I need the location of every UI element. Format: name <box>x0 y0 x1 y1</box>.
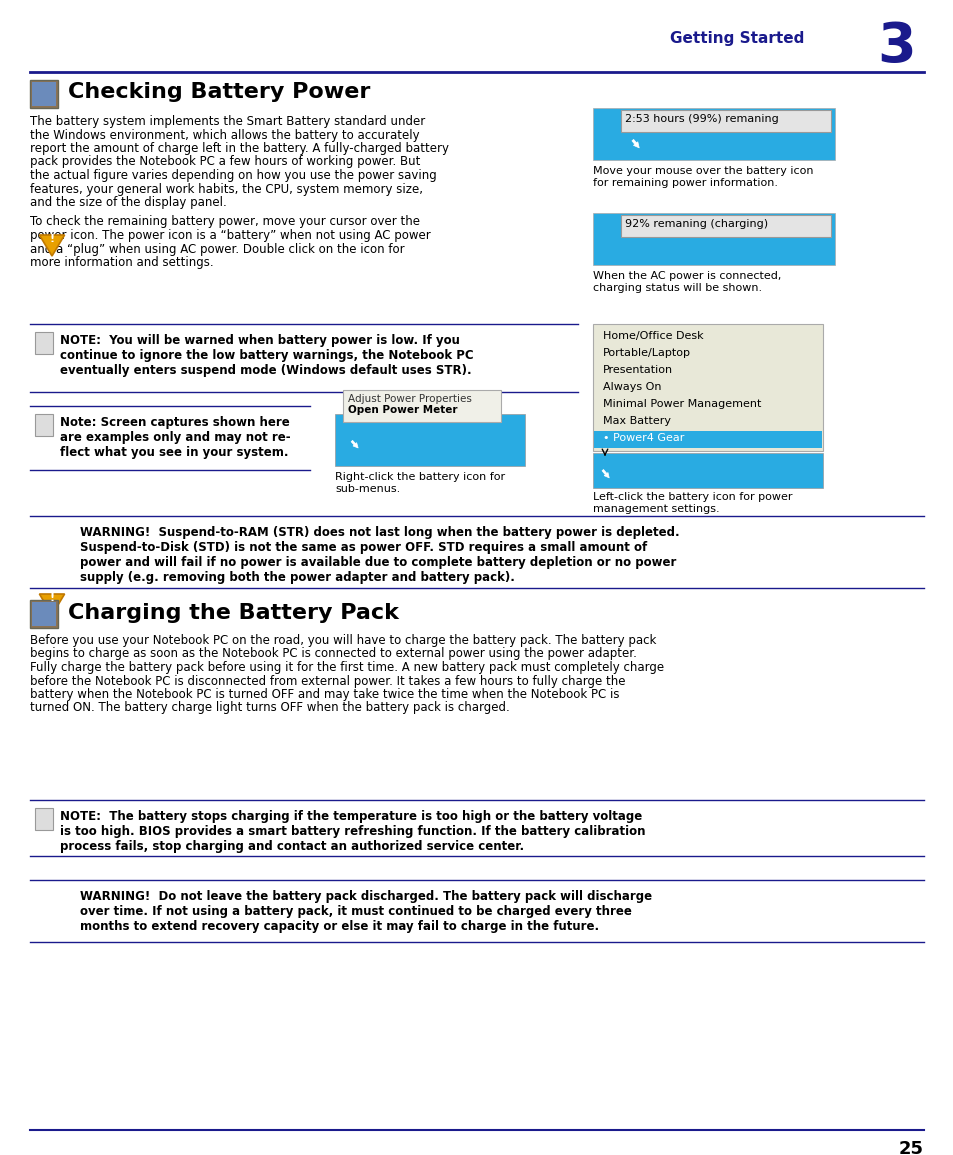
Polygon shape <box>39 594 65 614</box>
Text: • Power4 Gear: • Power4 Gear <box>602 433 683 444</box>
Text: for remaining power information.: for remaining power information. <box>593 178 778 188</box>
Bar <box>593 213 834 264</box>
Text: Open Power Meter: Open Power Meter <box>348 405 457 415</box>
Bar <box>35 808 53 830</box>
Text: begins to charge as soon as the Notebook PC is connected to external power using: begins to charge as soon as the Notebook… <box>30 648 637 661</box>
Text: features, your general work habits, the CPU, system memory size,: features, your general work habits, the … <box>30 182 422 195</box>
Text: Presentation: Presentation <box>602 365 673 375</box>
Text: NOTE:  You will be warned when battery power is low. If you: NOTE: You will be warned when battery po… <box>60 334 459 346</box>
Text: NOTE:  The battery stops charging if the temperature is too high or the battery : NOTE: The battery stops charging if the … <box>60 810 641 824</box>
Text: 92% remaning (charging): 92% remaning (charging) <box>624 219 767 229</box>
Text: Before you use your Notebook PC on the road, you will have to charge the battery: Before you use your Notebook PC on the r… <box>30 634 656 647</box>
Text: charging status will be shown.: charging status will be shown. <box>593 283 761 293</box>
Text: power and will fail if no power is available due to complete battery depletion o: power and will fail if no power is avail… <box>80 556 676 569</box>
Text: !: ! <box>50 594 54 603</box>
Bar <box>593 453 822 489</box>
Text: Minimal Power Management: Minimal Power Management <box>602 398 760 409</box>
Text: the actual figure varies depending on how you use the power saving: the actual figure varies depending on ho… <box>30 169 436 182</box>
Text: and a “plug” when using AC power. Double click on the icon for: and a “plug” when using AC power. Double… <box>30 243 404 255</box>
Text: battery when the Notebook PC is turned OFF and may take twice the time when the : battery when the Notebook PC is turned O… <box>30 688 618 701</box>
Text: supply (e.g. removing both the power adapter and battery pack).: supply (e.g. removing both the power ada… <box>80 571 515 584</box>
Text: turned ON. The battery charge light turns OFF when the battery pack is charged.: turned ON. The battery charge light turn… <box>30 701 509 715</box>
Bar <box>620 110 830 132</box>
Text: before the Notebook PC is disconnected from external power. It takes a few hours: before the Notebook PC is disconnected f… <box>30 675 625 687</box>
Text: management settings.: management settings. <box>593 504 719 514</box>
Text: months to extend recovery capacity or else it may fail to charge in the future.: months to extend recovery capacity or el… <box>80 921 598 933</box>
Text: pack provides the Notebook PC a few hours of working power. But: pack provides the Notebook PC a few hour… <box>30 156 420 169</box>
Text: the Windows environment, which allows the battery to accurately: the Windows environment, which allows th… <box>30 128 419 142</box>
Text: Suspend-to-Disk (STD) is not the same as power OFF. STD requires a small amount : Suspend-to-Disk (STD) is not the same as… <box>80 541 646 554</box>
Text: The battery system implements the Smart Battery standard under: The battery system implements the Smart … <box>30 116 425 128</box>
Text: Checking Battery Power: Checking Battery Power <box>68 82 370 102</box>
Bar <box>32 82 56 106</box>
Text: are examples only and may not re-: are examples only and may not re- <box>60 431 291 444</box>
Bar <box>30 599 58 628</box>
Text: WARNING!  Suspend-to-RAM (STR) does not last long when the battery power is depl: WARNING! Suspend-to-RAM (STR) does not l… <box>80 526 679 539</box>
Text: process fails, stop charging and contact an authorized service center.: process fails, stop charging and contact… <box>60 840 523 854</box>
Text: Fully charge the battery pack before using it for the first time. A new battery : Fully charge the battery pack before usi… <box>30 661 663 675</box>
Text: 3: 3 <box>877 20 915 74</box>
Text: 2:53 hours (99%) remaning: 2:53 hours (99%) remaning <box>624 114 778 124</box>
Text: WARNING!  Do not leave the battery pack discharged. The battery pack will discha: WARNING! Do not leave the battery pack d… <box>80 891 652 903</box>
Text: Right-click the battery icon for: Right-click the battery icon for <box>335 472 504 482</box>
Bar <box>32 602 56 626</box>
Text: Getting Started: Getting Started <box>669 30 803 45</box>
Bar <box>35 413 53 435</box>
Text: Portable/Laptop: Portable/Laptop <box>602 348 690 358</box>
Text: Max Battery: Max Battery <box>602 416 670 426</box>
Text: more information and settings.: more information and settings. <box>30 256 213 269</box>
Text: flect what you see in your system.: flect what you see in your system. <box>60 446 288 459</box>
Text: sub-menus.: sub-menus. <box>335 484 400 494</box>
Bar <box>35 331 53 353</box>
Text: 25: 25 <box>898 1140 923 1155</box>
Text: Adjust Power Properties: Adjust Power Properties <box>348 394 472 404</box>
Text: Always On: Always On <box>602 382 660 392</box>
Text: continue to ignore the low battery warnings, the Notebook PC: continue to ignore the low battery warni… <box>60 349 473 362</box>
Text: Charging the Battery Pack: Charging the Battery Pack <box>68 603 398 623</box>
Bar <box>335 413 524 465</box>
Bar <box>30 80 58 109</box>
Text: !: ! <box>50 234 54 244</box>
Bar <box>594 431 821 448</box>
Text: When the AC power is connected,: When the AC power is connected, <box>593 271 781 281</box>
Bar <box>343 390 500 422</box>
Text: report the amount of charge left in the battery. A fully-charged battery: report the amount of charge left in the … <box>30 142 449 155</box>
Text: Note: Screen captures shown here: Note: Screen captures shown here <box>60 416 290 429</box>
Text: over time. If not using a battery pack, it must continued to be charged every th: over time. If not using a battery pack, … <box>80 906 631 918</box>
Polygon shape <box>39 234 65 256</box>
Text: eventually enters suspend mode (Windows default uses STR).: eventually enters suspend mode (Windows … <box>60 364 471 377</box>
Bar <box>593 109 834 161</box>
Text: Home/Office Desk: Home/Office Desk <box>602 331 703 341</box>
Text: To check the remaining battery power, move your cursor over the: To check the remaining battery power, mo… <box>30 216 419 229</box>
Text: Move your mouse over the battery icon: Move your mouse over the battery icon <box>593 166 813 176</box>
Text: power icon. The power icon is a “battery” when not using AC power: power icon. The power icon is a “battery… <box>30 229 431 243</box>
Text: and the size of the display panel.: and the size of the display panel. <box>30 196 227 209</box>
Bar <box>620 215 830 237</box>
Text: Left-click the battery icon for power: Left-click the battery icon for power <box>593 492 792 502</box>
Bar <box>593 325 822 450</box>
Text: is too high. BIOS provides a smart battery refreshing function. If the battery c: is too high. BIOS provides a smart batte… <box>60 825 645 839</box>
